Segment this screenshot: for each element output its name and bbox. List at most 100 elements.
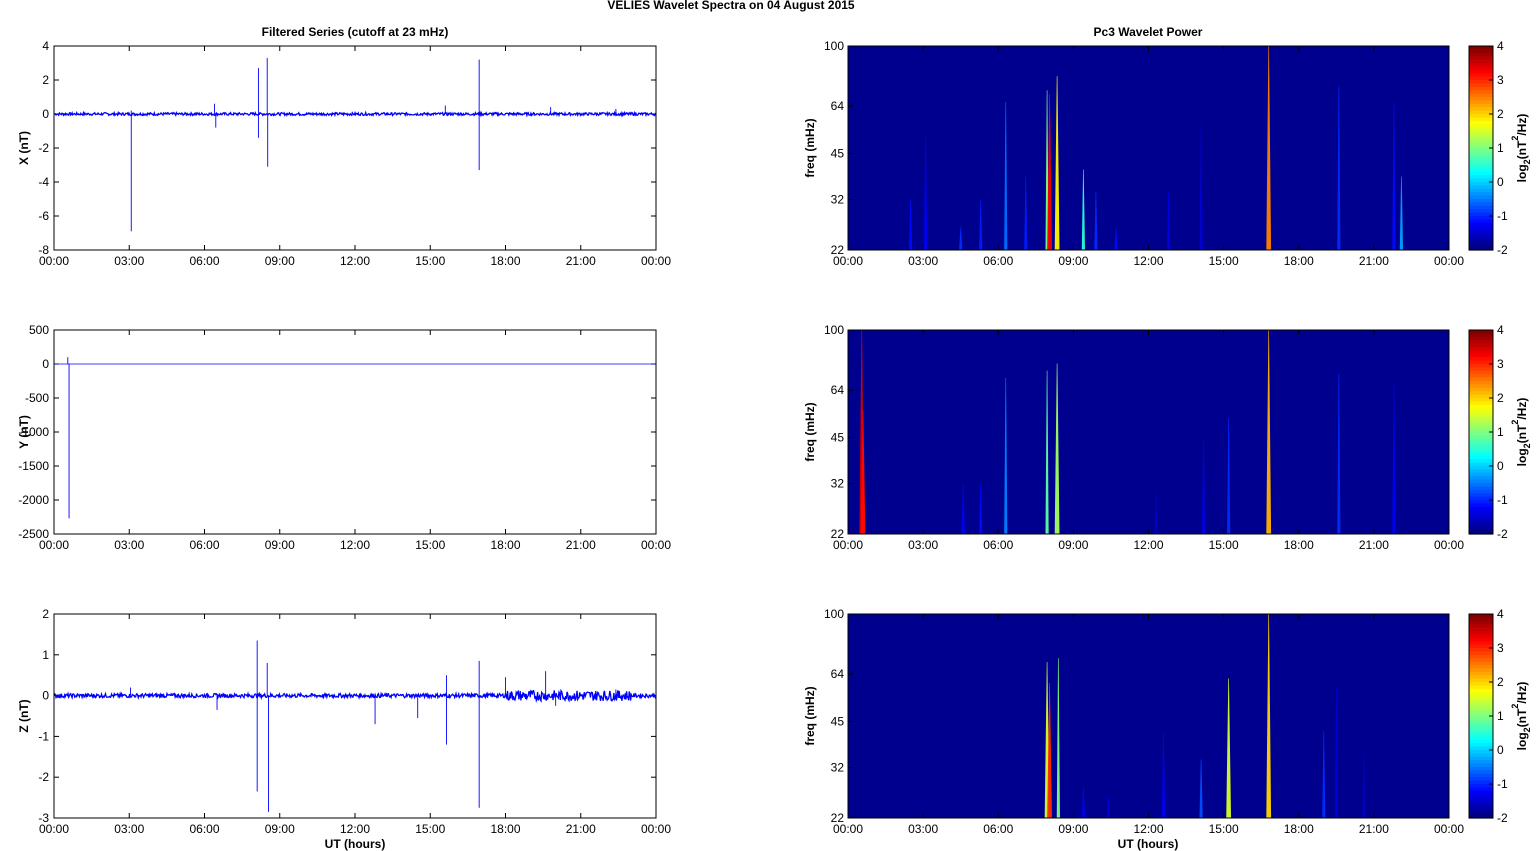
figure-title: VELIES Wavelet Spectra on 04 August 2015 bbox=[607, 0, 855, 12]
colorbar-3-label-part: 2 bbox=[1510, 704, 1520, 709]
colorbar-1-segment bbox=[1469, 97, 1493, 101]
colorbar-1-segment bbox=[1469, 205, 1493, 210]
colorbar-1-segment bbox=[1469, 52, 1493, 57]
heatmap-panel-1-streak bbox=[1199, 124, 1203, 250]
heatmap-panel-2-xtick-label: 15:00 bbox=[1209, 538, 1239, 552]
colorbar-2-segment bbox=[1469, 493, 1493, 498]
line-panel-y-ytick-label: -1500 bbox=[18, 459, 49, 473]
heatmap-panel-1-streak bbox=[1114, 227, 1118, 250]
colorbar-3-segment bbox=[1469, 682, 1493, 686]
line-panel-y-xtick-label: 06:00 bbox=[189, 538, 219, 552]
heatmap-panel-2-streak bbox=[1227, 418, 1231, 534]
colorbar-2-segment bbox=[1469, 479, 1493, 484]
heatmap-panel-2-streak bbox=[979, 483, 983, 534]
heatmap-panel-3-xtick-label: 00:00 bbox=[833, 822, 863, 836]
colorbar-2-label: log2(nT2/Hz) bbox=[1510, 398, 1532, 467]
colorbar-3-segment bbox=[1469, 797, 1493, 802]
colorbar-3-segment bbox=[1469, 658, 1493, 663]
colorbar-3-segment bbox=[1469, 644, 1493, 649]
colorbar-1-segment bbox=[1469, 63, 1493, 67]
colorbar-3-segment bbox=[1469, 811, 1493, 816]
colorbar-2-tick-label: 4 bbox=[1497, 323, 1504, 337]
heatmap-panel-3-ytick-label: 64 bbox=[831, 667, 845, 681]
heatmap-panel-3-streak bbox=[1056, 658, 1060, 818]
colorbar-3-tick-label: 3 bbox=[1497, 641, 1504, 655]
line-panel-y-ytick-label: -1000 bbox=[18, 425, 49, 439]
colorbar-3-label-part: /Hz) bbox=[1515, 682, 1529, 704]
colorbar-1-segment bbox=[1469, 158, 1493, 163]
colorbar-2-segment bbox=[1469, 381, 1493, 385]
colorbar-2-segment bbox=[1469, 367, 1493, 372]
line-panel-x-xtick-label: 12:00 bbox=[340, 254, 370, 268]
heatmap-panel-1-xtick-label: 00:00 bbox=[1434, 254, 1464, 268]
line-panel-z-xtick-label: 12:00 bbox=[340, 822, 370, 836]
colorbar-2-segment bbox=[1469, 411, 1493, 416]
heatmap-panel-3-ytick-label: 32 bbox=[831, 761, 845, 775]
heatmap-panel-3-streak bbox=[1161, 730, 1166, 818]
colorbar-1-label-part: 2 bbox=[1510, 136, 1520, 141]
line-panel-z-ytick-label: -3 bbox=[38, 811, 49, 825]
colorbar-3-segment bbox=[1469, 702, 1493, 707]
colorbar-3-segment bbox=[1469, 627, 1493, 632]
line-panel-z-xtick-label: 09:00 bbox=[265, 822, 295, 836]
heatmap-panel-1-streak bbox=[979, 199, 983, 250]
heatmap-panel-2-streak bbox=[961, 483, 965, 534]
colorbar-2-segment bbox=[1469, 472, 1493, 477]
heatmap-panel-2-streak bbox=[1201, 437, 1206, 534]
colorbar-1-segment bbox=[1469, 151, 1493, 156]
colorbar-2-segment bbox=[1469, 476, 1493, 481]
colorbar-2-tick-label: -2 bbox=[1497, 527, 1508, 541]
heatmap-panel-3-xtick-label: 00:00 bbox=[1434, 822, 1464, 836]
line-panel-x-ytick-label: -8 bbox=[38, 243, 49, 257]
colorbar-1-segment bbox=[1469, 131, 1493, 135]
line-panel-x-ytick-label: -4 bbox=[38, 175, 49, 189]
colorbar-2-segment bbox=[1469, 330, 1493, 334]
colorbar-3-segment bbox=[1469, 807, 1493, 812]
colorbar-1-segment bbox=[1469, 46, 1493, 50]
colorbar-2-segment bbox=[1469, 432, 1493, 436]
colorbar-1-segment bbox=[1469, 195, 1493, 200]
heatmap-panel-1-streak bbox=[1266, 46, 1272, 250]
heatmap-panel-2-streak bbox=[1266, 330, 1272, 534]
colorbar-2-segment bbox=[1469, 496, 1493, 501]
colorbar-3-segment bbox=[1469, 692, 1493, 697]
line-panel-x-xtick-label: 03:00 bbox=[114, 254, 144, 268]
colorbar-2-segment bbox=[1469, 483, 1493, 487]
heatmap-panel-3-streak bbox=[1199, 759, 1203, 818]
line-panel-z-xtick-label: 00:00 bbox=[39, 822, 69, 836]
colorbar-3-segment bbox=[1469, 631, 1493, 635]
line-panel-y-xtick-label: 00:00 bbox=[641, 538, 671, 552]
colorbar-1-segment bbox=[1469, 73, 1493, 78]
heatmap-panel-2-streak bbox=[1054, 363, 1060, 534]
colorbar-2-segment bbox=[1469, 343, 1493, 348]
heatmap-panel-3-xtick-label: 18:00 bbox=[1284, 822, 1314, 836]
colorbar-1-segment bbox=[1469, 49, 1493, 54]
colorbar-1-segment bbox=[1469, 192, 1493, 197]
colorbar-3-segment bbox=[1469, 804, 1493, 809]
colorbar-3-segment bbox=[1469, 678, 1493, 683]
line-panel-z-ytick-label: 0 bbox=[42, 689, 49, 703]
heatmap-panel-3-xtick-label: 12:00 bbox=[1133, 822, 1163, 836]
colorbar-2-segment bbox=[1469, 428, 1493, 433]
colorbar-2-segment bbox=[1469, 503, 1493, 508]
colorbar-2-segment bbox=[1469, 510, 1493, 515]
line-panel-y-xtick-label: 21:00 bbox=[566, 538, 596, 552]
colorbar-1-segment bbox=[1469, 127, 1493, 132]
heatmap-panel-3-ylabel: freq (mHz) bbox=[803, 686, 817, 745]
colorbar-2-segment bbox=[1469, 442, 1493, 447]
heatmap-panel-1-xtick-label: 18:00 bbox=[1284, 254, 1314, 268]
heatmap-panel-1-streak bbox=[909, 199, 913, 250]
colorbar-3-segment bbox=[1469, 746, 1493, 751]
heatmap-panel-1-streak bbox=[1024, 176, 1028, 250]
colorbar-2-segment bbox=[1469, 466, 1493, 470]
line-panel-y-ytick-label: -2000 bbox=[18, 493, 49, 507]
colorbar-3-tick-label: 0 bbox=[1497, 743, 1504, 757]
colorbar-2-tick-label: 2 bbox=[1497, 391, 1504, 405]
heatmap-panel-1-ytick-label: 22 bbox=[831, 243, 845, 257]
colorbar-3-segment bbox=[1469, 668, 1493, 673]
heatmap-panel-2-xtick-label: 21:00 bbox=[1359, 538, 1389, 552]
colorbar-2-segment bbox=[1469, 377, 1493, 382]
line-panel-x-ytick-label: 4 bbox=[42, 39, 49, 53]
colorbar-3-segment bbox=[1469, 773, 1493, 778]
